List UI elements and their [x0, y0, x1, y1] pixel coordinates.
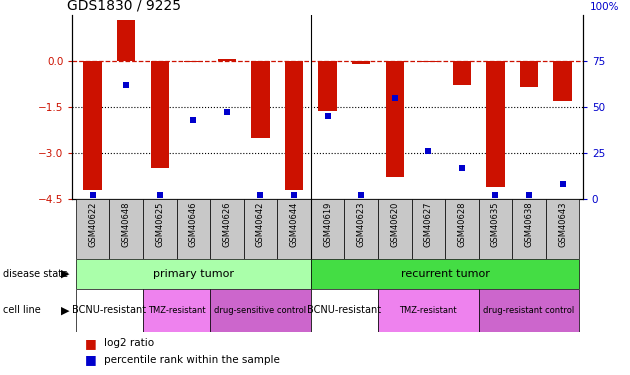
Point [558, 181, 568, 187]
Text: GSM40627: GSM40627 [424, 202, 433, 247]
Point [188, 117, 198, 123]
Bar [217, 59, 236, 61]
Text: GSM40646: GSM40646 [189, 202, 198, 247]
Bar [76, 289, 143, 332]
Text: cell line: cell line [3, 305, 41, 315]
Text: GSM40619: GSM40619 [323, 202, 332, 247]
Bar [244, 199, 277, 259]
Text: GSM40635: GSM40635 [491, 202, 500, 247]
Point [423, 148, 433, 154]
Bar [76, 259, 311, 289]
Point [356, 192, 366, 198]
Bar [251, 61, 270, 138]
Point [390, 95, 400, 101]
Text: TMZ-resistant: TMZ-resistant [147, 306, 205, 315]
Bar [386, 61, 404, 177]
Text: ▶: ▶ [61, 305, 69, 315]
Text: GSM40626: GSM40626 [222, 202, 231, 247]
Bar [76, 199, 110, 259]
Point [490, 192, 500, 198]
Bar [151, 61, 169, 168]
Text: GSM40643: GSM40643 [558, 202, 567, 247]
Bar [110, 199, 143, 259]
Point [289, 192, 299, 198]
Bar [345, 199, 378, 259]
Text: GSM40622: GSM40622 [88, 202, 97, 247]
Text: GDS1830 / 9225: GDS1830 / 9225 [67, 0, 181, 12]
Text: GSM40623: GSM40623 [357, 202, 365, 247]
Text: log2 ratio: log2 ratio [104, 338, 154, 348]
Text: drug-sensitive control: drug-sensitive control [214, 306, 307, 315]
Text: BCNU-resistant: BCNU-resistant [72, 305, 146, 315]
Point [121, 82, 131, 88]
Bar [486, 61, 505, 186]
Bar [378, 289, 479, 332]
Bar [311, 259, 580, 289]
Text: primary tumor: primary tumor [153, 269, 234, 279]
Bar [546, 199, 580, 259]
Bar [419, 61, 438, 63]
Text: GSM40638: GSM40638 [525, 202, 534, 248]
Bar [520, 61, 538, 87]
Bar [285, 61, 303, 190]
Bar [553, 61, 572, 101]
Point [88, 192, 98, 198]
Bar [311, 199, 345, 259]
Text: GSM40642: GSM40642 [256, 202, 265, 247]
Text: drug-resistant control: drug-resistant control [483, 306, 575, 315]
Bar [479, 289, 580, 332]
Text: recurrent tumor: recurrent tumor [401, 269, 490, 279]
Text: BCNU-resistant: BCNU-resistant [307, 305, 381, 315]
Bar [453, 61, 471, 86]
Point [222, 110, 232, 116]
Bar [352, 61, 370, 64]
Bar [318, 61, 337, 111]
Text: percentile rank within the sample: percentile rank within the sample [104, 355, 280, 365]
Bar [479, 199, 512, 259]
Bar [143, 199, 176, 259]
Point [323, 113, 333, 119]
Bar [378, 199, 411, 259]
Bar [117, 20, 135, 61]
Text: ▶: ▶ [61, 269, 69, 279]
Text: GSM40620: GSM40620 [390, 202, 399, 247]
Text: ■: ■ [85, 337, 97, 350]
Text: TMZ-resistant: TMZ-resistant [399, 306, 457, 315]
Text: disease state: disease state [3, 269, 68, 279]
Bar [277, 199, 311, 259]
Bar [143, 289, 210, 332]
Text: GSM40648: GSM40648 [122, 202, 130, 247]
Point [255, 192, 265, 198]
Bar [83, 61, 102, 190]
Bar [210, 199, 244, 259]
Bar [512, 199, 546, 259]
Bar [445, 199, 479, 259]
Text: GSM40628: GSM40628 [457, 202, 466, 247]
Text: GSM40625: GSM40625 [155, 202, 164, 247]
Bar [184, 61, 202, 63]
Bar [210, 289, 311, 332]
Text: ■: ■ [85, 354, 97, 366]
Bar [176, 199, 210, 259]
Point [524, 192, 534, 198]
Text: GSM40644: GSM40644 [290, 202, 299, 247]
Point [457, 165, 467, 171]
Bar [411, 199, 445, 259]
Text: 100%: 100% [590, 2, 619, 12]
Point [155, 192, 165, 198]
Bar [311, 289, 378, 332]
